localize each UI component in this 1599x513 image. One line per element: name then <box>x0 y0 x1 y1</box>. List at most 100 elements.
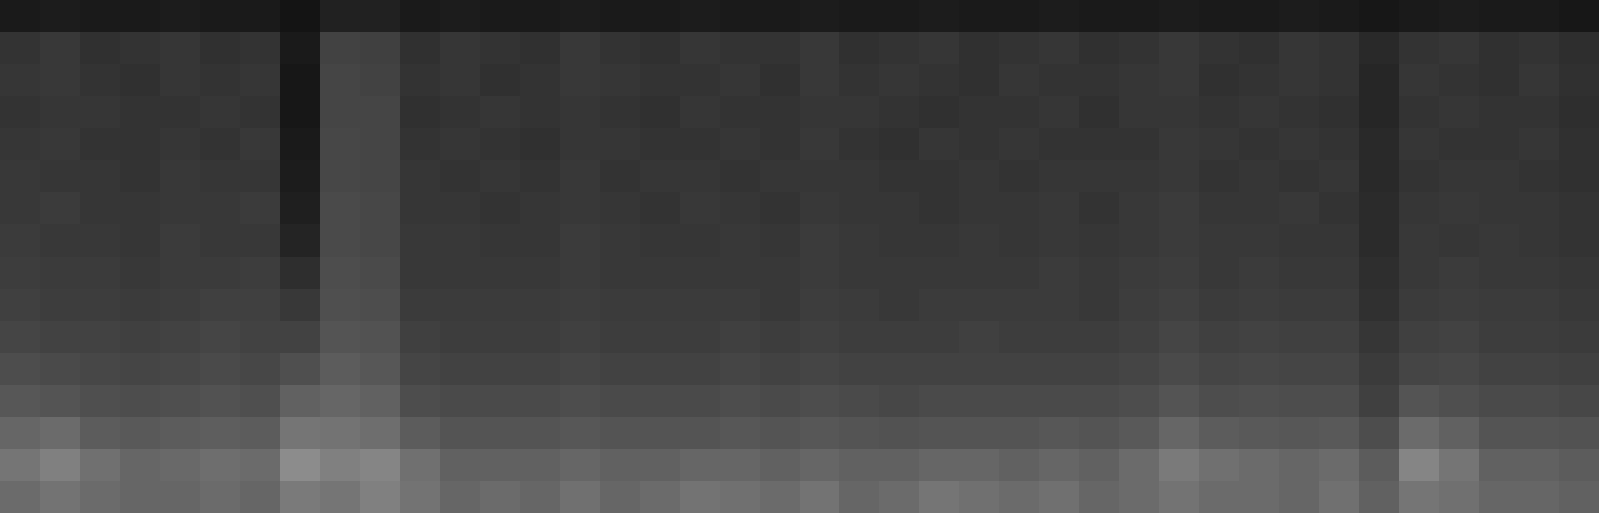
cell <box>360 192 400 224</box>
cell <box>0 449 40 481</box>
cell <box>320 64 360 96</box>
cell <box>400 224 440 257</box>
cell <box>1519 128 1559 160</box>
cell <box>400 32 440 64</box>
cell <box>1479 257 1519 289</box>
cell <box>1199 64 1239 96</box>
cell <box>1359 224 1399 257</box>
cell <box>1079 192 1119 224</box>
cell <box>400 481 440 513</box>
cell <box>1319 224 1359 257</box>
cell <box>600 289 640 321</box>
cell <box>80 128 120 160</box>
cell <box>120 128 160 160</box>
cell <box>240 449 280 481</box>
cell <box>1279 192 1319 224</box>
cell <box>760 32 800 64</box>
cell <box>1199 321 1239 353</box>
cell <box>520 321 560 353</box>
cell <box>1279 353 1319 385</box>
cell <box>280 32 320 64</box>
cell <box>1439 128 1479 160</box>
cell <box>440 160 480 192</box>
cell <box>1279 257 1319 289</box>
cell <box>1199 192 1239 224</box>
cell <box>240 257 280 289</box>
cell <box>440 0 480 32</box>
cell <box>1439 481 1479 513</box>
cell <box>959 96 999 128</box>
cell <box>280 417 320 449</box>
cell <box>1039 385 1079 417</box>
cell <box>1279 64 1319 96</box>
cell <box>80 224 120 257</box>
cell <box>1359 160 1399 192</box>
cell <box>400 128 440 160</box>
cell <box>1479 353 1519 385</box>
cell <box>400 385 440 417</box>
cell <box>40 160 80 192</box>
cell <box>240 64 280 96</box>
cell <box>1079 160 1119 192</box>
spectrogram <box>0 0 1599 513</box>
cell <box>1399 64 1439 96</box>
cell <box>1559 417 1599 449</box>
cell <box>640 160 680 192</box>
cell <box>1399 321 1439 353</box>
cell <box>1479 481 1519 513</box>
cell <box>999 353 1039 385</box>
cell <box>320 0 360 32</box>
cell <box>1439 64 1479 96</box>
cell <box>1319 128 1359 160</box>
cell <box>839 257 879 289</box>
cell <box>440 64 480 96</box>
cell <box>160 64 200 96</box>
cell <box>680 96 720 128</box>
cell <box>640 96 680 128</box>
cell <box>320 128 360 160</box>
cell <box>480 385 520 417</box>
cell <box>1279 96 1319 128</box>
cell <box>40 224 80 257</box>
cell <box>959 128 999 160</box>
cell <box>0 0 40 32</box>
cell <box>839 449 879 481</box>
cell <box>360 257 400 289</box>
cell <box>400 96 440 128</box>
cell <box>1079 481 1119 513</box>
cell <box>240 0 280 32</box>
cell <box>720 64 760 96</box>
cell <box>999 64 1039 96</box>
cell <box>160 353 200 385</box>
cell <box>839 481 879 513</box>
cell <box>640 481 680 513</box>
cell <box>1319 417 1359 449</box>
cell <box>1399 417 1439 449</box>
cell <box>480 128 520 160</box>
cell <box>640 385 680 417</box>
cell <box>40 257 80 289</box>
cell <box>0 128 40 160</box>
cell <box>1119 160 1159 192</box>
cell <box>600 481 640 513</box>
cell <box>320 385 360 417</box>
cell <box>40 481 80 513</box>
cell <box>1199 449 1239 481</box>
cell <box>280 64 320 96</box>
cell <box>80 160 120 192</box>
cell <box>1479 128 1519 160</box>
cell <box>1479 385 1519 417</box>
cell <box>400 0 440 32</box>
cell <box>839 224 879 257</box>
cell <box>360 385 400 417</box>
cell <box>1039 224 1079 257</box>
cell <box>120 32 160 64</box>
cell <box>400 64 440 96</box>
cell <box>400 257 440 289</box>
cell <box>879 449 919 481</box>
cell <box>440 257 480 289</box>
cells <box>0 0 1599 513</box>
cell <box>360 321 400 353</box>
cell <box>800 0 839 32</box>
cell <box>1119 192 1159 224</box>
